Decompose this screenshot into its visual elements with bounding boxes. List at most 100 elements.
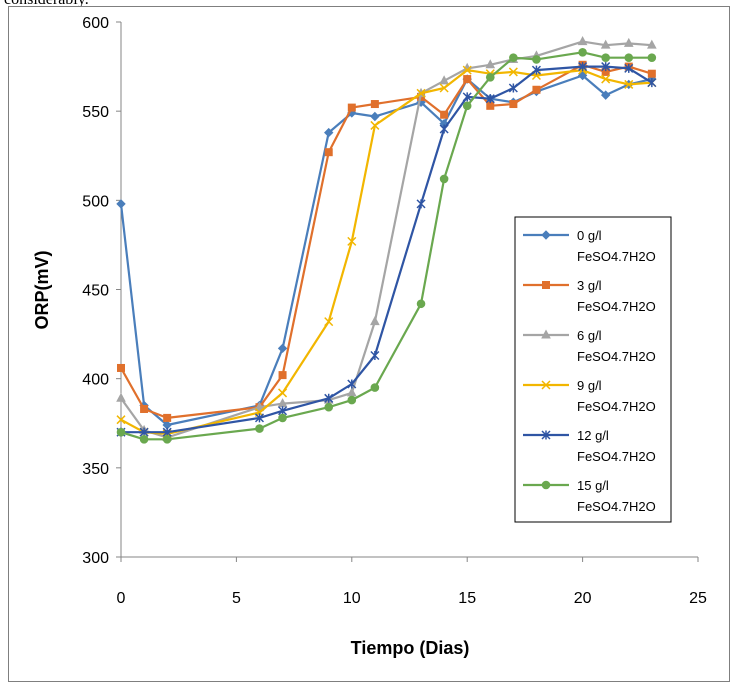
data-point: [624, 79, 634, 89]
x-tick-label: 20: [574, 590, 592, 607]
legend-label: FeSO4.7H2O: [577, 449, 656, 464]
legend-label: 15 g/l: [577, 478, 609, 493]
data-point: [370, 111, 380, 122]
data-point: [347, 395, 357, 405]
data-point: [601, 53, 610, 62]
data-point: [647, 78, 657, 88]
data-point: [462, 65, 472, 75]
data-point: [624, 63, 634, 73]
data-point: [486, 101, 495, 110]
data-point: [324, 148, 333, 157]
legend-item: 9 g/l FeSO4.7H2O: [523, 378, 656, 414]
data-point: [647, 69, 656, 78]
data-point: [439, 124, 449, 134]
legend-label: 9 g/l: [577, 378, 602, 393]
legend-label: FeSO4.7H2O: [577, 399, 656, 414]
y-tick-label: 550: [82, 104, 109, 121]
data-point: [278, 388, 288, 398]
data-point: [278, 371, 287, 380]
data-point: [116, 392, 126, 402]
series-line: [121, 65, 653, 434]
axes-group: 300 350 400 450 500 550 600 0 5 10 15 20 25: [82, 15, 707, 607]
legend-label: FeSO4.7H2O: [577, 249, 656, 264]
data-point: [140, 404, 149, 413]
data-point: [278, 413, 287, 423]
data-point: [531, 65, 541, 75]
data-point: [255, 424, 264, 433]
data-point: [163, 413, 172, 422]
data-point: [347, 236, 357, 246]
data-point: [370, 120, 380, 130]
legend-item: 15 g/l FeSO4.7H2O: [523, 478, 656, 514]
series-group: [116, 48, 657, 444]
data-point: [577, 36, 588, 46]
data-point: [463, 75, 472, 84]
data-point: [116, 427, 126, 437]
data-point: [600, 39, 611, 49]
data-point: [623, 37, 634, 47]
data-point: [416, 199, 426, 209]
data-point: [578, 62, 588, 72]
data-point: [647, 53, 657, 62]
y-axis-title: ORP(mV): [32, 250, 52, 329]
legend-label: 12 g/l: [577, 428, 609, 443]
y-tick-label: 600: [82, 15, 109, 32]
data-point: [439, 174, 449, 184]
data-point: [439, 75, 449, 85]
legend-label: FeSO4.7H2O: [577, 349, 656, 364]
data-point: [647, 39, 657, 49]
x-tick-label: 0: [117, 590, 126, 607]
data-point: [347, 379, 357, 389]
data-point: [254, 413, 265, 423]
data-point: [347, 103, 356, 112]
y-tick-label: 450: [82, 283, 109, 300]
data-point: [601, 74, 611, 84]
data-point: [485, 72, 495, 82]
data-point: [508, 67, 518, 77]
legend-label: FeSO4.7H2O: [577, 499, 656, 514]
data-point: [532, 85, 541, 94]
data-point: [416, 88, 426, 98]
legend-swatch-marker: [541, 329, 551, 339]
data-point: [509, 53, 518, 62]
data-point: [440, 110, 449, 119]
series-layer: [116, 36, 657, 444]
data-point: [370, 383, 380, 392]
legend-swatch-marker: [541, 480, 551, 490]
data-point: [532, 55, 541, 64]
x-axis-title: Tiempo (Dias): [351, 638, 470, 658]
legend-box: [514, 216, 672, 523]
data-point: [117, 363, 125, 372]
data-point: [277, 343, 288, 354]
legend-item: 6 g/l FeSO4.7H2O: [523, 328, 656, 364]
data-point: [370, 316, 380, 326]
data-point: [624, 53, 634, 62]
legend-label: FeSO4.7H2O: [577, 299, 656, 314]
series-line: [120, 68, 652, 435]
x-tick-label: 5: [232, 590, 241, 607]
data-point: [116, 415, 126, 425]
data-point: [116, 199, 126, 209]
data-point: [508, 83, 518, 93]
legend-swatch-marker: [542, 281, 550, 289]
legend-swatch-marker: [541, 380, 551, 390]
series-group: [116, 62, 657, 437]
data-point: [324, 317, 334, 327]
data-point: [139, 435, 149, 444]
data-point: [324, 402, 334, 412]
legend-swatch-marker: [541, 430, 551, 440]
data-point: [462, 101, 472, 111]
y-tick-label: 300: [82, 550, 109, 567]
legend-swatch-marker: [541, 230, 551, 240]
x-tick-label: 15: [458, 590, 476, 607]
legend-item: 3 g/l FeSO4.7H2O: [523, 278, 656, 314]
data-point: [601, 62, 611, 72]
data-point: [485, 59, 496, 69]
legend-item: 12 g/l FeSO4.7H2O: [523, 428, 656, 464]
legend-label: 6 g/l: [577, 328, 602, 343]
data-point: [346, 387, 357, 397]
data-point: [485, 94, 495, 104]
data-point: [578, 48, 587, 57]
data-point: [600, 90, 611, 100]
